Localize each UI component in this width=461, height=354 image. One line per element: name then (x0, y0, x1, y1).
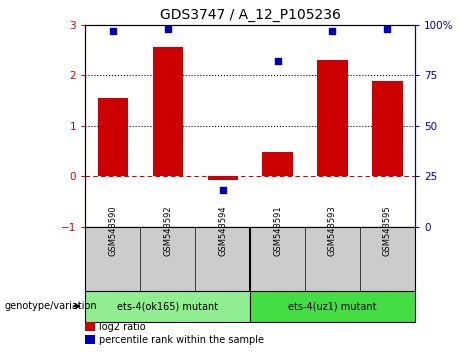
FancyBboxPatch shape (250, 291, 415, 321)
Bar (262, 152, 293, 176)
Text: percentile rank within the sample: percentile rank within the sample (99, 335, 264, 345)
Text: log2 ratio: log2 ratio (99, 322, 146, 332)
Bar (98, 98, 128, 176)
Point (384, 26, 391, 32)
Bar (317, 60, 348, 176)
Title: GDS3747 / A_12_P105236: GDS3747 / A_12_P105236 (160, 8, 341, 22)
Point (164, 26, 171, 32)
Point (219, 187, 226, 193)
Bar (207, 176, 238, 180)
Text: GSM543592: GSM543592 (163, 205, 172, 256)
Text: GSM543591: GSM543591 (273, 205, 282, 256)
Text: GSM543590: GSM543590 (108, 205, 117, 256)
Bar (372, 81, 402, 176)
Text: ets-4(uz1) mutant: ets-4(uz1) mutant (288, 301, 377, 311)
Text: GSM543594: GSM543594 (218, 205, 227, 256)
Point (274, 58, 281, 64)
Bar (153, 47, 183, 176)
Text: genotype/variation: genotype/variation (5, 301, 97, 311)
Text: ets-4(ok165) mutant: ets-4(ok165) mutant (117, 301, 218, 311)
Point (109, 28, 117, 34)
Point (329, 28, 336, 34)
Text: GSM543595: GSM543595 (383, 205, 392, 256)
Text: GSM543593: GSM543593 (328, 205, 337, 256)
FancyBboxPatch shape (85, 291, 250, 321)
